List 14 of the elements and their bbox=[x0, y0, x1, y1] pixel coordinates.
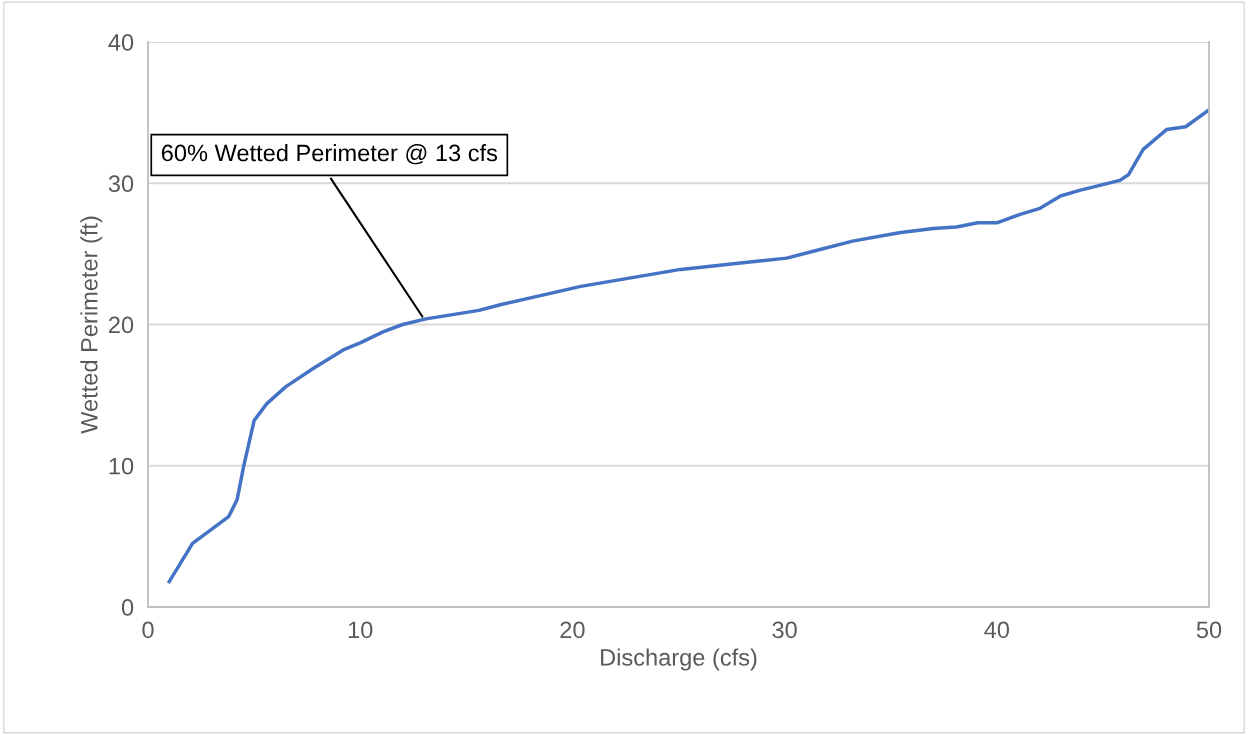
x-tick-label: 0 bbox=[142, 621, 154, 639]
annotation: 60% Wetted Perimeter @ 13 cfs bbox=[161, 144, 498, 165]
x-tick-label: 20 bbox=[560, 621, 585, 639]
x-tick-label: 40 bbox=[984, 621, 1010, 639]
x-tick-label: 10 bbox=[348, 621, 373, 639]
y-tick-label: 10 bbox=[109, 457, 134, 475]
y-tick-label: 0 bbox=[121, 599, 134, 616]
y-tick-label: 30 bbox=[108, 175, 134, 193]
y-tick-label: 20 bbox=[109, 316, 134, 334]
x-axis-title: Discharge (cfs) bbox=[601, 648, 757, 671]
x-tick-label: 50 bbox=[1196, 621, 1222, 639]
y-tick-label: 40 bbox=[108, 34, 134, 51]
y-axis-title: Wetted Perimeter (ft) bbox=[80, 216, 103, 434]
x-tick-label: 30 bbox=[772, 621, 797, 639]
